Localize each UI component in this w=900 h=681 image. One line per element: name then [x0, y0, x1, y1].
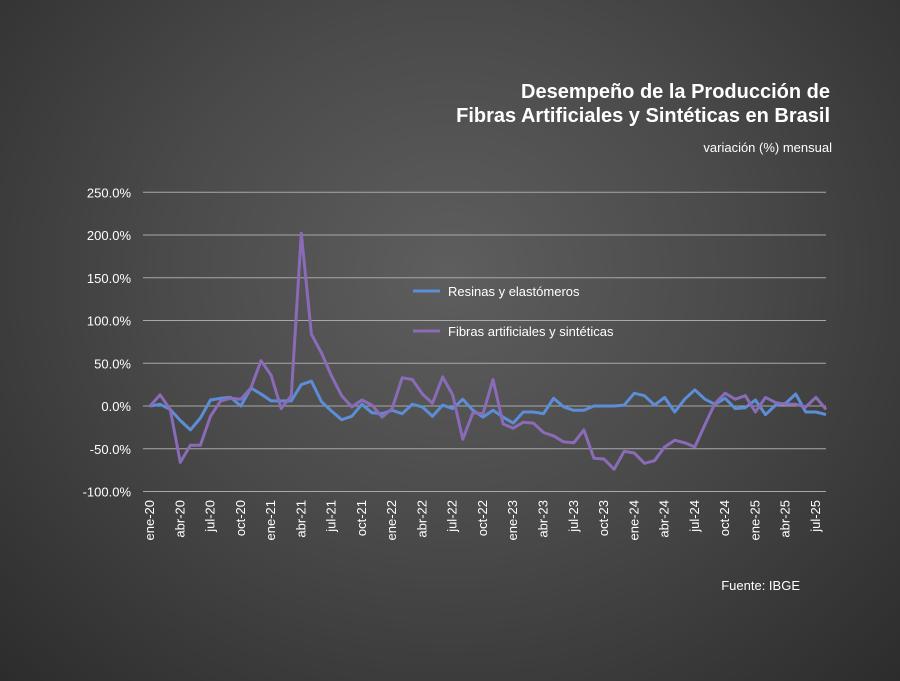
- x-tick-label: oct-21: [354, 500, 369, 536]
- chart-title: Desempeño de la Producción de Fibras Art…: [456, 80, 830, 128]
- chart-title-line-2: Fibras Artificiales y Sintéticas en Bras…: [456, 105, 830, 127]
- x-tick-label: jul-22: [445, 500, 460, 533]
- chart-source: Fuente: IBGE: [721, 578, 800, 593]
- x-tick-label: jul-20: [203, 500, 218, 533]
- x-tick-label: abr-20: [172, 500, 187, 538]
- series-line-resinas: [149, 379, 827, 432]
- x-tick-label: abr-24: [657, 500, 672, 538]
- x-tick-label: ene-24: [626, 500, 641, 540]
- x-tick-label: ene-25: [747, 500, 762, 540]
- x-tick-label: ene-22: [384, 500, 399, 540]
- y-tick-label: 100.0%: [87, 314, 132, 329]
- x-tick-label: abr-21: [293, 500, 308, 538]
- x-tick-label: jul-24: [687, 500, 702, 533]
- x-tick-label: oct-24: [717, 500, 732, 536]
- x-tick-label: jul-25: [808, 500, 823, 533]
- x-tick-label: oct-23: [596, 500, 611, 536]
- x-tick-label: ene-20: [142, 500, 157, 540]
- y-tick-label: 0.0%: [101, 399, 131, 414]
- y-tick-label: 150.0%: [87, 271, 132, 286]
- chart-title-line-1: Desempeño de la Producción de: [521, 81, 830, 103]
- x-tick-label: jul-23: [566, 500, 581, 533]
- y-tick-label: 250.0%: [87, 185, 132, 200]
- x-tick-label: ene-23: [505, 500, 520, 540]
- x-tick-label: oct-22: [475, 500, 490, 536]
- legend-label: Fibras artificiales y sintéticas: [448, 324, 614, 339]
- chart-subtitle: variación (%) mensual: [703, 140, 832, 155]
- x-tick-label: oct-20: [233, 500, 248, 536]
- y-tick-label: 200.0%: [87, 228, 132, 243]
- x-tick-label: jul-21: [324, 500, 339, 533]
- x-tick-label: ene-21: [263, 500, 278, 540]
- x-tick-label: abr-23: [535, 500, 550, 538]
- x-tick-label: abr-22: [414, 500, 429, 538]
- legend-label: Resinas y elastómeros: [448, 284, 580, 299]
- y-tick-label: 50.0%: [94, 356, 131, 371]
- x-tick-label: abr-25: [778, 500, 793, 538]
- series-line-fibras: [148, 231, 828, 471]
- y-tick-label: -100.0%: [83, 485, 132, 500]
- y-tick-label: -50.0%: [90, 442, 132, 457]
